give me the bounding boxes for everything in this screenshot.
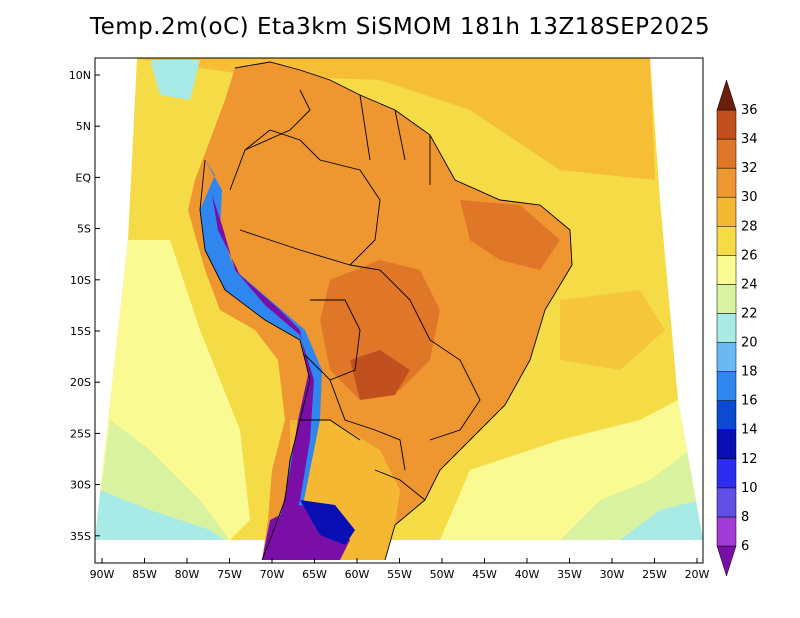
colorbar: 6 8 10 12 14 16 18 20 22 24 26 28 30 32 34 36 (717, 80, 758, 576)
colorbar-swatch (717, 226, 736, 255)
colorbar-label: 36 (741, 103, 758, 118)
lat-tick-label: 35S (70, 530, 91, 543)
lat-tick-label: 5N (76, 120, 91, 133)
colorbar-swatch (717, 284, 736, 313)
colorbar-swatch (717, 197, 736, 226)
colorbar-swatch (717, 401, 736, 430)
colorbar-swatch (717, 488, 736, 517)
colorbar-swatch (717, 372, 736, 401)
lon-tick-label: 80W (175, 568, 200, 581)
colorbar-label: 32 (741, 161, 758, 176)
colorbar-low-triangle (717, 546, 736, 576)
colorbar-swatch (717, 255, 736, 284)
lat-tick-label: 10S (70, 274, 91, 287)
lon-tick-label: 20W (685, 568, 710, 581)
colorbar-swatch (717, 139, 736, 168)
lat-tick-label: 25S (70, 427, 91, 440)
colorbar-label: 30 (741, 190, 758, 205)
colorbar-label: 22 (741, 306, 758, 321)
colorbar-label: 8 (741, 510, 749, 525)
lon-tick-label: 85W (132, 568, 157, 581)
lat-tick-label: 20S (70, 376, 91, 389)
colorbar-label: 24 (741, 277, 758, 292)
lon-tick-label: 40W (515, 568, 540, 581)
lon-tick-label: 90W (90, 568, 115, 581)
lon-tick-label: 55W (387, 568, 412, 581)
colorbar-label: 28 (741, 219, 758, 234)
colorbar-swatch (717, 430, 736, 459)
colorbar-label: 20 (741, 336, 758, 351)
lon-tick-label: 45W (472, 568, 497, 581)
colorbar-label: 10 (741, 481, 758, 496)
colorbar-swatch (717, 517, 736, 546)
lon-tick-label: 70W (260, 568, 285, 581)
lat-tick-label: 10N (69, 69, 91, 82)
colorbar-label: 18 (741, 365, 758, 380)
colorbar-label: 16 (741, 394, 758, 409)
colorbar-label: 6 (741, 539, 749, 554)
colorbar-label: 34 (741, 132, 758, 147)
lon-tick-label: 65W (302, 568, 327, 581)
lon-tick-label: 25W (642, 568, 667, 581)
lat-tick-label: 15S (70, 325, 91, 338)
lat-tick-label: 5S (77, 223, 91, 236)
colorbar-swatch (717, 168, 736, 197)
lon-tick-label: 30W (600, 568, 625, 581)
lon-tick-label: 35W (557, 568, 582, 581)
colorbar-swatch (717, 459, 736, 488)
colorbar-label: 12 (741, 452, 758, 467)
lon-tick-label: 75W (217, 568, 242, 581)
longitude-axis: 90W 85W 80W 75W 70W 65W 60W 55W 50W 45W 40W 35W 30W 2… (90, 558, 710, 581)
colorbar-label: 26 (741, 248, 758, 263)
colorbar-swatch (717, 110, 736, 139)
colorbar-swatch (717, 343, 736, 372)
lon-tick-label: 50W (430, 568, 455, 581)
colorbar-swatch (717, 313, 736, 342)
colorbar-high-triangle (717, 80, 736, 110)
lat-tick-label: EQ (75, 171, 91, 184)
lat-tick-label: 30S (70, 479, 91, 492)
colorbar-label: 14 (741, 423, 758, 438)
lon-tick-label: 60W (345, 568, 370, 581)
